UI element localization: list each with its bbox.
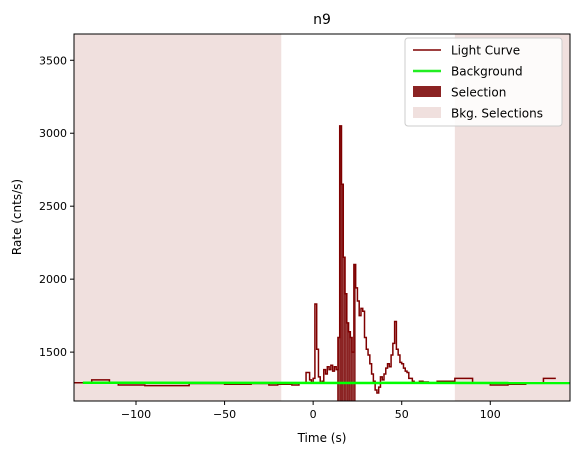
- y-tick-label: 1500: [39, 346, 67, 359]
- light-curve-layer: [74, 125, 556, 394]
- x-tick-label: −100: [121, 408, 151, 421]
- legend-patch-swatch: [413, 107, 441, 118]
- y-axis-label: Rate (cnts/s): [10, 179, 24, 255]
- y-tick-label: 2500: [39, 200, 67, 213]
- legend-box: [404, 37, 563, 127]
- selection-bar: [353, 264, 356, 401]
- plot-frame: [73, 33, 571, 402]
- selection-bar: [352, 352, 354, 401]
- selection-bar: [341, 184, 344, 401]
- selection-bar: [348, 331, 351, 401]
- x-axis: −100 −50 0 50 100: [121, 401, 501, 421]
- y-tick-label: 3000: [39, 127, 67, 140]
- y-tick-label: 3500: [39, 54, 67, 67]
- bkg-selection-region: [74, 34, 282, 401]
- legend-label: Light Curve: [451, 44, 520, 58]
- selection-bar: [345, 293, 347, 401]
- selection-bar: [337, 337, 340, 401]
- chart-title: n9: [313, 12, 331, 28]
- x-tick-label: 100: [480, 408, 501, 421]
- x-axis-label: Time (s): [297, 431, 347, 445]
- legend: Light Curve Background Selection Bkg. Selec…: [404, 37, 563, 127]
- selection-bar: [343, 257, 346, 401]
- x-tick-label: 0: [310, 408, 317, 421]
- selection-layer: [337, 125, 356, 401]
- legend-label: Background: [451, 65, 523, 79]
- light-curve-series: [74, 125, 556, 394]
- selection-bar: [337, 369, 338, 401]
- y-tick-label: 2000: [39, 273, 67, 286]
- legend-label: Bkg. Selections: [451, 107, 543, 121]
- x-tick-label: −50: [213, 408, 236, 421]
- x-tick-label: 50: [395, 408, 409, 421]
- legend-patch-swatch: [413, 86, 441, 97]
- legend-label: Selection: [451, 86, 506, 100]
- y-axis: 1500 2000 2500 3000 3500: [39, 54, 74, 359]
- selection-bar: [350, 337, 353, 401]
- selection-bar: [346, 322, 349, 401]
- selection-bar: [339, 125, 342, 401]
